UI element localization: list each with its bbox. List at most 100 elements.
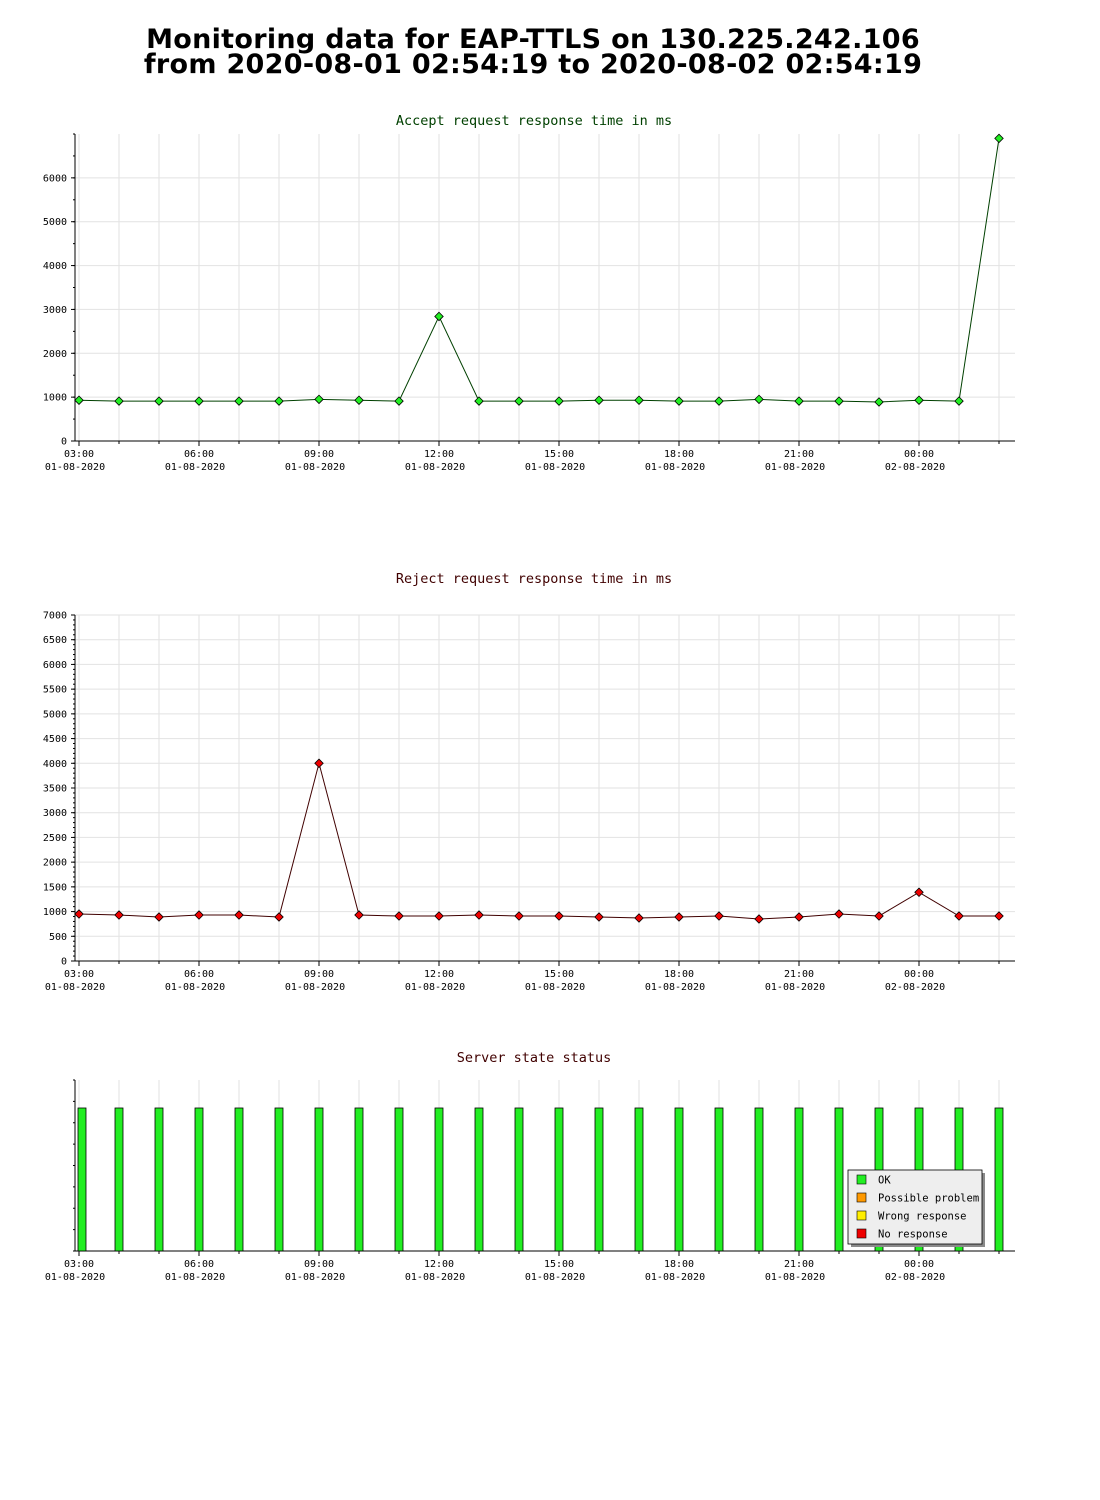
- data-point-marker: [914, 887, 924, 898]
- server-status-chart: Server state status 03:00 01-08-2020 06:00 0…: [45, 1050, 1015, 1283]
- x-tick-time-label: 03:00: [64, 449, 94, 460]
- status-bar: [594, 1107, 604, 1252]
- x-tick-time-label: 06:00: [184, 1259, 214, 1270]
- status-bar: [114, 1107, 124, 1252]
- data-point-marker: [914, 395, 924, 405]
- y-tick-label: 2000: [43, 349, 67, 360]
- y-tick-label: 4500: [43, 734, 67, 745]
- status-bar: [474, 1107, 484, 1252]
- data-point-marker: [994, 911, 1004, 921]
- x-tick-time-label: 18:00: [664, 969, 694, 980]
- x-tick-date-label: 01-08-2020: [45, 1272, 105, 1283]
- status-bar: [434, 1107, 444, 1252]
- status-bar: [77, 1107, 87, 1252]
- data-point-marker: [314, 394, 324, 405]
- status-bar: [394, 1107, 404, 1252]
- x-tick-date-label: 01-08-2020: [165, 462, 225, 473]
- data-point-marker: [834, 909, 844, 919]
- data-point-marker: [954, 911, 964, 921]
- x-tick-time-label: 21:00: [784, 969, 814, 980]
- data-point-marker: [394, 911, 404, 921]
- y-tick-label: 0: [61, 957, 67, 968]
- legend-swatch: [856, 1228, 867, 1239]
- x-tick-time-label: 00:00: [904, 969, 934, 980]
- legend-swatch: [856, 1174, 867, 1185]
- status-bar: [154, 1107, 164, 1252]
- status-bar: [714, 1107, 724, 1252]
- data-point-marker: [674, 396, 684, 406]
- data-point-marker: [114, 910, 124, 920]
- y-tick-label: 500: [49, 932, 67, 943]
- data-point-marker: [274, 912, 284, 922]
- y-tick-label: 7000: [43, 611, 67, 622]
- status-bar: [834, 1107, 844, 1252]
- x-tick-date-label: 01-08-2020: [525, 982, 585, 993]
- x-tick-time-label: 00:00: [904, 1259, 934, 1270]
- y-tick-label: 6500: [43, 635, 67, 646]
- x-tick-date-label: 01-08-2020: [765, 1272, 825, 1283]
- legend-swatch: [856, 1210, 867, 1221]
- x-tick-date-label: 01-08-2020: [645, 982, 705, 993]
- x-tick-date-label: 01-08-2020: [165, 1272, 225, 1283]
- y-tick-label: 5500: [43, 685, 67, 696]
- data-point-marker: [74, 909, 84, 919]
- data-point-marker: [274, 396, 284, 406]
- data-point-marker: [754, 914, 764, 924]
- data-point-marker: [874, 397, 884, 407]
- reject-response-chart: Reject request response time in ms 0 500 10…: [43, 571, 1015, 993]
- data-point-marker: [474, 910, 484, 920]
- page-title-line-2: from 2020-08-01 02:54:19 to 2020-08-02 0…: [143, 49, 923, 80]
- x-tick-date-label: 01-08-2020: [525, 462, 585, 473]
- x-tick-time-label: 09:00: [304, 449, 334, 460]
- x-tick-time-label: 06:00: [184, 969, 214, 980]
- status-bar: [194, 1107, 204, 1252]
- data-point-marker: [554, 911, 564, 921]
- legend-swatch: [856, 1192, 867, 1203]
- data-point-marker: [714, 396, 724, 406]
- y-tick-label: 5000: [43, 709, 67, 720]
- chart-title: Accept request response time in ms: [396, 113, 672, 129]
- status-bar: [794, 1107, 804, 1252]
- data-point-marker: [154, 396, 164, 406]
- data-point-marker: [354, 910, 364, 920]
- chart-title: Server state status: [457, 1050, 611, 1066]
- legend-label: No response: [878, 1229, 948, 1241]
- data-point-marker: [114, 396, 124, 406]
- data-point-marker: [874, 911, 884, 921]
- status-bar: [554, 1107, 564, 1252]
- x-tick-date-label: 01-08-2020: [285, 1272, 345, 1283]
- x-tick-date-label: 01-08-2020: [285, 462, 345, 473]
- data-point-marker: [794, 396, 804, 406]
- data-point-marker: [434, 911, 444, 921]
- x-tick-date-label: 01-08-2020: [405, 462, 465, 473]
- x-tick-date-label: 02-08-2020: [885, 1272, 945, 1283]
- legend-label: Wrong response: [878, 1211, 967, 1223]
- data-point-marker: [394, 396, 404, 406]
- x-tick-time-label: 12:00: [424, 1259, 454, 1270]
- x-tick-time-label: 15:00: [544, 449, 574, 460]
- legend-box: [847, 1169, 983, 1245]
- x-tick-time-label: 09:00: [304, 969, 334, 980]
- status-bar: [274, 1107, 284, 1252]
- y-tick-label: 3000: [43, 808, 67, 819]
- data-point-marker: [434, 311, 444, 322]
- data-point-marker: [594, 912, 604, 922]
- legend-label: OK: [878, 1175, 891, 1187]
- data-point-marker: [994, 133, 1004, 144]
- y-tick-label: 6000: [43, 660, 67, 671]
- status-bar: [994, 1107, 1004, 1252]
- x-tick-time-label: 12:00: [424, 449, 454, 460]
- y-tick-label: 2500: [43, 833, 67, 844]
- x-tick-time-label: 18:00: [664, 449, 694, 460]
- data-point-marker: [754, 394, 764, 405]
- x-tick-date-label: 01-08-2020: [765, 982, 825, 993]
- x-tick-date-label: 02-08-2020: [885, 462, 945, 473]
- x-tick-time-label: 09:00: [304, 1259, 334, 1270]
- y-tick-label: 1000: [43, 907, 67, 918]
- x-tick-date-label: 01-08-2020: [165, 982, 225, 993]
- x-tick-date-label: 01-08-2020: [645, 1272, 705, 1283]
- x-tick-date-label: 01-08-2020: [405, 982, 465, 993]
- y-tick-label: 3500: [43, 784, 67, 795]
- x-tick-time-label: 12:00: [424, 969, 454, 980]
- data-point-marker: [194, 910, 204, 920]
